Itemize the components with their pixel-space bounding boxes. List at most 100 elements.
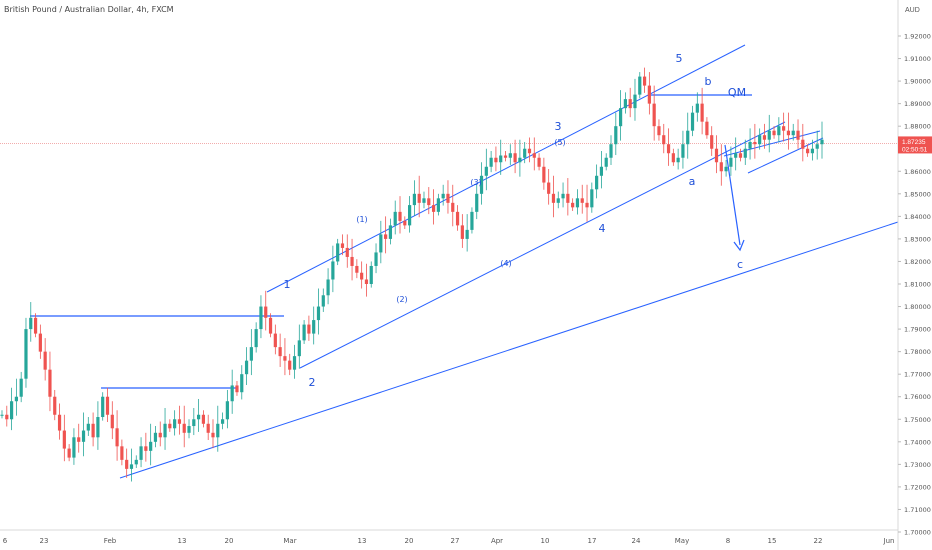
candle-body (791, 130, 795, 136)
x-tick-label: 6 (3, 537, 8, 545)
candle-body (57, 414, 62, 431)
candle (585, 184, 589, 222)
candle-body (465, 229, 469, 239)
candle (609, 135, 613, 165)
candle-body (9, 401, 14, 420)
x-tick-label: 13 (358, 537, 367, 545)
candle-body (738, 153, 743, 158)
candle (681, 130, 685, 169)
candle-body (369, 265, 373, 284)
y-tick-label: 1.78000 (904, 348, 931, 356)
candle-body (767, 130, 771, 140)
x-tick-label: Apr (491, 537, 503, 545)
time-axis[interactable]: 6 23 Feb 13 20 Mar 13 20 27 Apr 10 17 24 May 8 15 22 Jun (0, 529, 898, 545)
y-tick-label: 1.86000 (904, 168, 931, 176)
candle (249, 329, 253, 376)
candle (642, 67, 647, 93)
candle (575, 189, 580, 215)
y-tick: 1.86000 (898, 168, 931, 176)
candle-body (547, 182, 551, 194)
candle-body (403, 220, 407, 226)
candle (110, 401, 114, 440)
candle (316, 288, 321, 335)
candle-body (575, 198, 580, 208)
wave-label: 5 (676, 52, 683, 65)
channel-lower-line (299, 121, 786, 369)
y-tick: 1.72000 (898, 483, 931, 491)
x-tick: 8 (726, 537, 730, 545)
candle-body (623, 99, 627, 109)
long-support-line (119, 221, 899, 479)
candle (571, 198, 575, 211)
candle (523, 141, 527, 164)
candle-body (666, 144, 671, 154)
candle (273, 324, 277, 355)
candle (254, 322, 258, 353)
candle-body (676, 157, 680, 163)
candle-body (77, 437, 81, 442)
candle (451, 184, 455, 227)
candle-body (460, 225, 464, 239)
candle-body (470, 211, 474, 230)
candle-body (125, 459, 129, 469)
candle (77, 423, 81, 453)
wave-label: (1) (356, 215, 367, 224)
candle (475, 184, 479, 220)
y-tick: 1.78000 (898, 348, 931, 356)
candle-body (336, 243, 340, 262)
candle (786, 112, 791, 150)
x-tick-label: 20 (405, 537, 414, 545)
candle-body (340, 243, 345, 248)
candle (566, 178, 570, 216)
candle (556, 191, 560, 209)
candle (705, 117, 709, 139)
x-tick-label: Mar (283, 537, 296, 545)
candle-body (609, 144, 613, 158)
candle-body (43, 351, 47, 370)
candle (43, 338, 47, 381)
candle (139, 437, 143, 468)
candle (508, 144, 512, 165)
y-tick-label: 1.82000 (904, 258, 931, 266)
candle-body (479, 175, 484, 194)
x-tick: May (675, 537, 689, 545)
candle (197, 398, 201, 432)
candle-body (33, 317, 38, 334)
candle-body (19, 378, 23, 397)
candle (417, 175, 421, 218)
candle (734, 137, 738, 171)
candle-body (240, 374, 244, 393)
candle (336, 238, 340, 266)
candle (283, 338, 287, 376)
candle (96, 401, 100, 450)
y-tick: 1.83000 (898, 235, 931, 243)
candle-body (345, 247, 349, 257)
candle-body (527, 148, 532, 154)
candle (791, 123, 795, 141)
candle (748, 128, 752, 160)
y-tick-label: 1.90000 (904, 78, 931, 86)
y-tick: 1.90000 (898, 78, 931, 86)
x-tick: 10 (541, 537, 550, 545)
candle-body (259, 306, 263, 330)
candle (393, 200, 397, 235)
x-tick-label: 13 (178, 537, 187, 545)
candle-body (134, 459, 138, 465)
x-tick: 13 (358, 537, 367, 545)
y-tick: 1.77000 (898, 371, 931, 379)
candle (599, 150, 604, 189)
x-tick-label: 8 (726, 537, 730, 545)
x-tick-label: May (675, 537, 689, 545)
candle-body (422, 198, 426, 203)
wave-label: (5) (554, 138, 565, 147)
y-tick-label: 1.79000 (904, 326, 931, 334)
candle-body (628, 99, 632, 109)
x-tick: 17 (588, 537, 597, 545)
candle (532, 137, 536, 171)
price-axis[interactable]: AUD 1.92000 1.91000 1.90000 1.89000 1.88000 1.… (897, 0, 932, 550)
candle-body (360, 272, 364, 280)
candle-body (297, 340, 301, 357)
y-tick: 1.73000 (898, 461, 931, 469)
candle (297, 324, 301, 369)
